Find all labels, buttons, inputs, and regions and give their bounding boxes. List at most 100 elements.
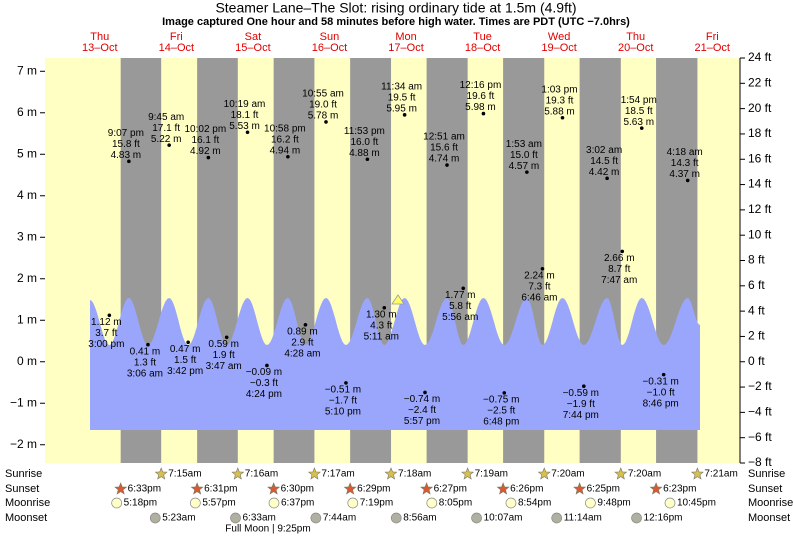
sun-icon: [231, 467, 245, 480]
tide-label: 11:53 pm: [344, 126, 385, 137]
tide-point: [560, 115, 565, 120]
moonrise-time: 5:18pm: [124, 498, 157, 509]
sunrise-time: 7:20am: [551, 469, 584, 480]
moon-icon: [505, 497, 517, 509]
tide-label: 10:55 am: [302, 89, 344, 100]
moonrise-time: 8:05pm: [439, 498, 472, 509]
day-date: 21–Oct: [695, 42, 730, 54]
day-date: 18–Oct: [465, 42, 500, 54]
moonrise-time: 5:57pm: [202, 498, 235, 509]
moon-icon: [310, 512, 322, 524]
tide-label: 3:42 pm: [167, 366, 203, 377]
y2-tick-label: −2 ft: [748, 379, 772, 393]
tide-point: [423, 390, 427, 395]
sunset-time: 6:26pm: [510, 484, 543, 495]
tide-label: −0.74 m: [404, 394, 440, 405]
tide-point: [324, 120, 328, 124]
y-tick-label: 0 m: [17, 354, 37, 368]
tide-label: 6:46 am: [521, 292, 557, 303]
tide-label: 5.22 m: [151, 134, 182, 145]
tide-label: 0.41 m: [130, 346, 161, 357]
tide-label: −2.4 ft: [408, 405, 436, 416]
tide-label: 16.1 ft: [191, 135, 219, 146]
day-name: Sun: [320, 31, 340, 43]
tide-point: [445, 163, 449, 167]
tide-label: 4.37 m: [669, 169, 700, 180]
tide-point: [639, 126, 644, 130]
moon-icon: [347, 497, 359, 509]
y-tick-label: 6 m: [17, 105, 37, 119]
tide-label: 14.5 ft: [590, 156, 618, 167]
sunrise-time: 7:17am: [321, 469, 354, 480]
tide-label: 15.0 ft: [510, 150, 538, 161]
day-name: Thu: [626, 31, 645, 43]
row-label: Moonrise: [5, 497, 50, 509]
moon-icon: [111, 497, 123, 509]
tide-label: −1.7 ft: [329, 396, 357, 407]
tide-label: 5.98 m: [465, 102, 496, 113]
tide-label: 2.24 m: [524, 270, 555, 281]
tide-label: 5.78 m: [308, 111, 339, 122]
tide-label: 1:53 am: [506, 139, 542, 150]
tide-label: 14.3 ft: [671, 158, 699, 169]
full-moon-label: Full Moon | 9:25pm: [225, 524, 310, 535]
tide-label: 16.0 ft: [350, 137, 378, 148]
tide-label: 6:48 pm: [483, 417, 519, 428]
tide-label: 9:45 am: [148, 112, 184, 123]
sunset-time: 6:30pm: [281, 484, 314, 495]
sun-icon: [461, 467, 475, 480]
day-name: Mon: [395, 31, 416, 43]
moonrise-time: 10:45pm: [677, 498, 716, 509]
sunrise-time: 7:15am: [168, 469, 201, 480]
tide-label: 8.7 ft: [608, 264, 630, 275]
row-label: Moonset: [5, 512, 47, 524]
y-tick-label: 7 m: [17, 63, 37, 77]
day-name: Thu: [90, 31, 109, 43]
sun-icon: [154, 467, 168, 480]
tide-label: 4.74 m: [429, 154, 460, 165]
sunset-time: 6:27pm: [434, 484, 467, 495]
y2-tick-label: 0 ft: [748, 354, 765, 368]
tide-label: 18.5 ft: [625, 106, 653, 117]
moon-icon: [471, 512, 482, 524]
y2-tick-label: 20 ft: [748, 101, 772, 115]
tide-label: 12:16 pm: [460, 80, 502, 91]
y2-tick-label: −8 ft: [748, 455, 772, 469]
tide-label: −0.51 m: [325, 385, 361, 396]
chart-subtitle: Image captured One hour and 58 minutes b…: [162, 16, 630, 28]
sun-icon: [537, 467, 551, 480]
tide-label: 4:18 am: [667, 147, 703, 158]
moon-icon: [230, 512, 241, 524]
tide-label: 2.9 ft: [291, 337, 313, 348]
row-label: Sunrise: [748, 468, 785, 480]
tide-label: 1.9 ft: [213, 350, 235, 361]
tide-point: [286, 154, 290, 159]
moonrise-time: 8:54pm: [518, 498, 551, 509]
tide-label: 18.1 ft: [231, 110, 259, 121]
tide-point: [685, 178, 690, 183]
tide-label: −1.0 ft: [647, 387, 675, 398]
sunrise-time: 7:16am: [245, 469, 278, 480]
tide-label: 7:44 pm: [563, 410, 599, 421]
tide-label: 4:24 pm: [246, 389, 282, 400]
tide-label: 3:47 am: [206, 361, 242, 372]
moonrise-time: 9:48pm: [597, 498, 630, 509]
sun-icon: [384, 467, 398, 480]
tide-point: [461, 286, 466, 291]
tide-point: [605, 176, 609, 181]
tide-label: 3:00 pm: [88, 339, 124, 350]
moonset-time: 12:16pm: [644, 513, 683, 524]
row-label: Moonrise: [748, 497, 793, 509]
tide-point: [303, 323, 308, 327]
tide-label: 7:47 am: [601, 275, 637, 286]
tide-label: 3:02 am: [586, 145, 622, 156]
moonrise-time: 6:37pm: [281, 498, 314, 509]
day-name: Tue: [473, 31, 492, 43]
y2-tick-label: −6 ft: [748, 430, 772, 444]
tide-label: 10:19 am: [224, 99, 266, 110]
y-tick-label: 5 m: [17, 146, 37, 160]
sunset-time: 6:33pm: [128, 484, 161, 495]
tide-label: 19.5 ft: [388, 92, 416, 103]
tide-point: [146, 342, 150, 347]
